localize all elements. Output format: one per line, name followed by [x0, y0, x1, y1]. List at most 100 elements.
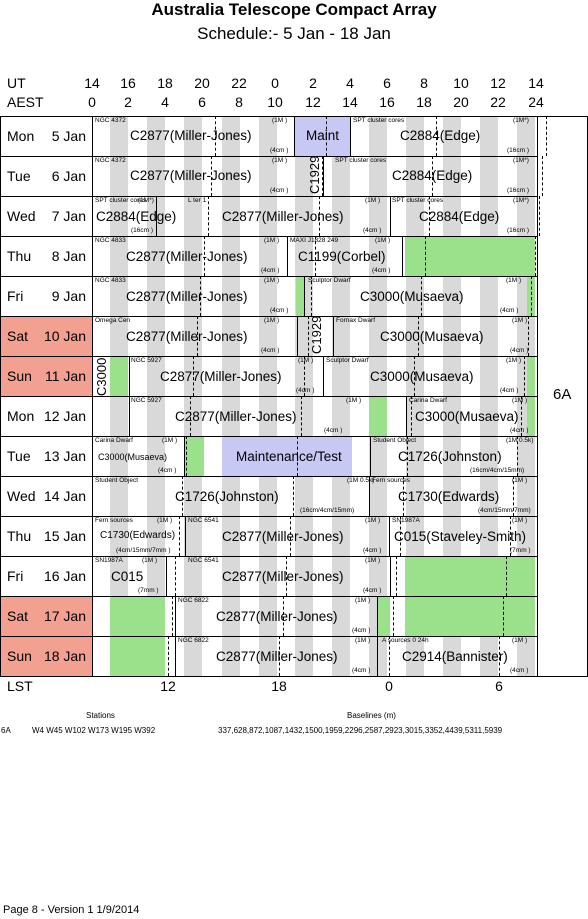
hour-stripe	[517, 316, 535, 356]
project-source: Fern sources	[372, 477, 410, 484]
hour-stripe	[332, 396, 350, 436]
hour-stripe	[259, 236, 277, 276]
lst-marker	[318, 196, 320, 236]
hour-stripe	[369, 356, 387, 396]
receiver: (16cm )	[507, 227, 530, 234]
project-source: Sculptor Dwarf	[326, 357, 369, 364]
row-divider	[0, 596, 537, 597]
project-code: C015	[111, 569, 144, 584]
lst-tick-label: 18	[271, 678, 287, 694]
lst-marker	[520, 396, 522, 436]
receiver: (4cm )	[270, 147, 289, 154]
hour-stripe	[443, 476, 461, 516]
hour-stripe	[222, 316, 240, 356]
hour-stripe	[480, 516, 498, 556]
project-source: SPT cluster cores	[335, 157, 387, 164]
row-divider	[0, 356, 537, 357]
array-config: (1M )	[512, 317, 528, 324]
hour-stripe	[259, 596, 277, 636]
day-date: 8 Jan	[51, 248, 86, 264]
day-of-week: Thu	[7, 248, 32, 264]
day-of-week: Wed	[7, 488, 36, 504]
green-block	[378, 596, 390, 636]
project-code: C3000(Musaeva)	[98, 452, 168, 462]
day-label: Sat 17 Jan	[0, 596, 92, 636]
day-label: Tue 13 Jan	[0, 436, 92, 476]
hour-stripe	[222, 636, 240, 676]
receiver: (4cm )	[510, 427, 529, 434]
green-block	[110, 636, 165, 676]
project-code: C2877(Miller-Jones)	[222, 529, 344, 544]
lst-marker	[524, 356, 526, 396]
row-divider	[0, 196, 537, 197]
ut-tick-label: 10	[453, 75, 469, 91]
green-block	[110, 596, 165, 636]
hour-stripe	[406, 516, 424, 556]
hour-stripe	[369, 516, 387, 556]
hour-stripe	[332, 476, 350, 516]
hour-stripe	[443, 316, 461, 356]
hour-stripe	[517, 156, 535, 196]
maintenance-label: Maintenance/Test	[236, 449, 342, 464]
day-of-week: Thu	[7, 528, 32, 544]
receiver: (4cm )	[372, 267, 391, 274]
hour-stripe	[222, 236, 240, 276]
lst-marker	[193, 356, 195, 396]
aest-tick-label: 4	[161, 94, 169, 110]
hour-stripe	[184, 596, 202, 636]
lst-marker	[432, 156, 434, 196]
receiver: (4cm )	[500, 307, 519, 314]
array-config: (1M*)	[138, 197, 154, 204]
project-code: C2877(Miller-Jones)	[222, 569, 344, 584]
array-config: (1M )	[355, 597, 371, 604]
hour-stripe	[222, 276, 240, 316]
array-config: (1M )	[506, 277, 522, 284]
day-of-week: Tue	[7, 168, 31, 184]
lst-marker	[304, 356, 306, 396]
day-date: 9 Jan	[51, 288, 86, 304]
green-block	[405, 236, 535, 276]
hour-stripe	[332, 556, 350, 596]
project-code: C2884(Edge)	[96, 209, 177, 224]
hour-stripe	[184, 556, 202, 596]
day-date: 6 Jan	[51, 168, 86, 184]
array-config: (1M )	[346, 397, 362, 404]
array-config: (1M )	[162, 437, 178, 444]
array-config: (1M )	[264, 277, 280, 284]
hour-stripe	[406, 396, 424, 436]
lst-marker	[417, 316, 419, 356]
receiver: (4cm/15mm/7mm)	[478, 507, 531, 514]
array-config: (1M )	[264, 317, 280, 324]
project-source: NGC 6541	[188, 517, 219, 524]
receiver: (7mm )	[138, 587, 159, 594]
hour-stripe	[406, 276, 424, 316]
array-config: (1M 0.5k)	[506, 437, 534, 444]
lst-marker	[196, 316, 198, 356]
hour-stripe	[110, 476, 128, 516]
project-source: NGC 4372	[95, 157, 126, 164]
day-label: Wed 14 Jan	[0, 476, 92, 516]
stations-header: Stations	[86, 711, 115, 720]
lst-marker	[527, 316, 529, 356]
hour-stripe	[295, 596, 313, 636]
day-of-week: Tue	[7, 448, 31, 464]
hour-stripe	[110, 196, 128, 236]
hour-stripe	[110, 516, 128, 556]
hour-stripe	[147, 276, 165, 316]
lst-marker	[509, 516, 511, 556]
hour-stripe	[147, 396, 165, 436]
day-of-week: Mon	[7, 128, 35, 144]
hour-stripe	[369, 316, 387, 356]
hour-stripe	[480, 196, 498, 236]
ut-tick-label: 6	[383, 75, 391, 91]
project-code: C1726(Johnston)	[175, 489, 279, 504]
lst-marker	[207, 196, 209, 236]
hour-stripe	[369, 116, 387, 156]
project-code: C2877(Miller-Jones)	[130, 128, 252, 143]
hour-stripe	[480, 316, 498, 356]
hour-stripe	[147, 236, 165, 276]
hour-stripe	[369, 556, 387, 596]
day-of-week: Sat	[7, 608, 29, 624]
project-source: Student Object	[95, 477, 138, 484]
day-date: 16 Jan	[43, 568, 86, 584]
